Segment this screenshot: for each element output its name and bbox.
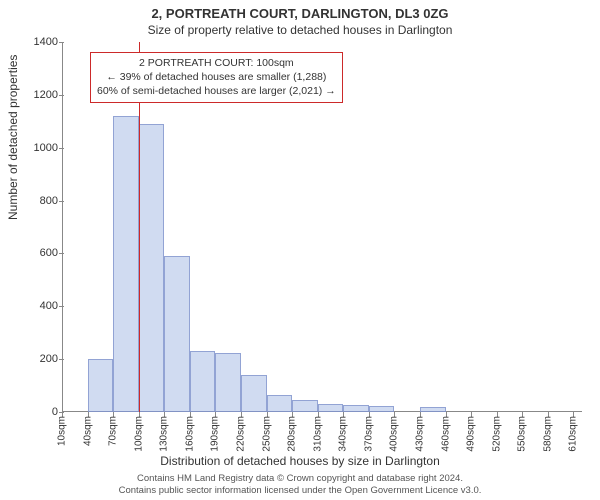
annotation-line: ← 39% of detached houses are smaller (1,… (97, 70, 336, 84)
histogram-bar (369, 406, 395, 412)
x-tick-label: 580sqm (542, 416, 553, 452)
footer-line: Contains public sector information licen… (0, 485, 600, 497)
histogram-bar (267, 395, 293, 412)
x-tick-label: 280sqm (287, 416, 298, 452)
x-tick-label: 340sqm (338, 416, 349, 452)
y-tick-label: 1400 (18, 36, 58, 48)
x-tick-label: 520sqm (491, 416, 502, 452)
x-tick-label: 190sqm (210, 416, 221, 452)
y-tick-label: 1200 (18, 89, 58, 101)
x-tick-label: 250sqm (261, 416, 272, 452)
x-tick-label: 130sqm (159, 416, 170, 452)
x-tick-label: 400sqm (389, 416, 400, 452)
x-tick-label: 490sqm (466, 416, 477, 452)
histogram-bar (215, 353, 241, 412)
y-tick-label: 600 (18, 247, 58, 259)
histogram-bar (88, 359, 114, 412)
x-tick-label: 70sqm (108, 416, 119, 446)
histogram-bar (292, 400, 318, 412)
annotation-line: 2 PORTREATH COURT: 100sqm (97, 56, 336, 70)
footer: Contains HM Land Registry data © Crown c… (0, 473, 600, 497)
footer-line: Contains HM Land Registry data © Crown c… (0, 473, 600, 485)
y-tick-label: 0 (18, 406, 58, 418)
annotation-line: 60% of semi-detached houses are larger (… (97, 84, 336, 98)
y-tick-label: 200 (18, 353, 58, 365)
x-axis-label: Distribution of detached houses by size … (0, 454, 600, 468)
x-tick-label: 550sqm (517, 416, 528, 452)
y-tick-label: 400 (18, 300, 58, 312)
histogram-bar (318, 404, 344, 412)
x-tick-label: 220sqm (236, 416, 247, 452)
chart-container: 2, PORTREATH COURT, DARLINGTON, DL3 0ZG … (0, 0, 600, 500)
x-tick-label: 40sqm (82, 416, 93, 446)
histogram-bar (420, 407, 446, 412)
x-tick-label: 10sqm (57, 416, 68, 446)
x-tick-label: 370sqm (363, 416, 374, 452)
x-tick-label: 430sqm (415, 416, 426, 452)
histogram-bar (164, 256, 190, 412)
y-tick-label: 1000 (18, 142, 58, 154)
x-tick-label: 100sqm (133, 416, 144, 452)
chart-subtitle: Size of property relative to detached ho… (0, 21, 600, 37)
x-tick-label: 610sqm (568, 416, 579, 452)
histogram-bar (241, 375, 267, 412)
chart-title: 2, PORTREATH COURT, DARLINGTON, DL3 0ZG (0, 0, 600, 21)
x-tick-label: 160sqm (184, 416, 195, 452)
x-tick-label: 460sqm (440, 416, 451, 452)
x-tick-label: 310sqm (312, 416, 323, 452)
y-tick-label: 800 (18, 195, 58, 207)
histogram-bar (190, 351, 216, 412)
annotation-box: 2 PORTREATH COURT: 100sqm ← 39% of detac… (90, 52, 343, 103)
histogram-bar (139, 124, 165, 412)
histogram-bar (113, 116, 139, 412)
histogram-bar (343, 405, 369, 412)
